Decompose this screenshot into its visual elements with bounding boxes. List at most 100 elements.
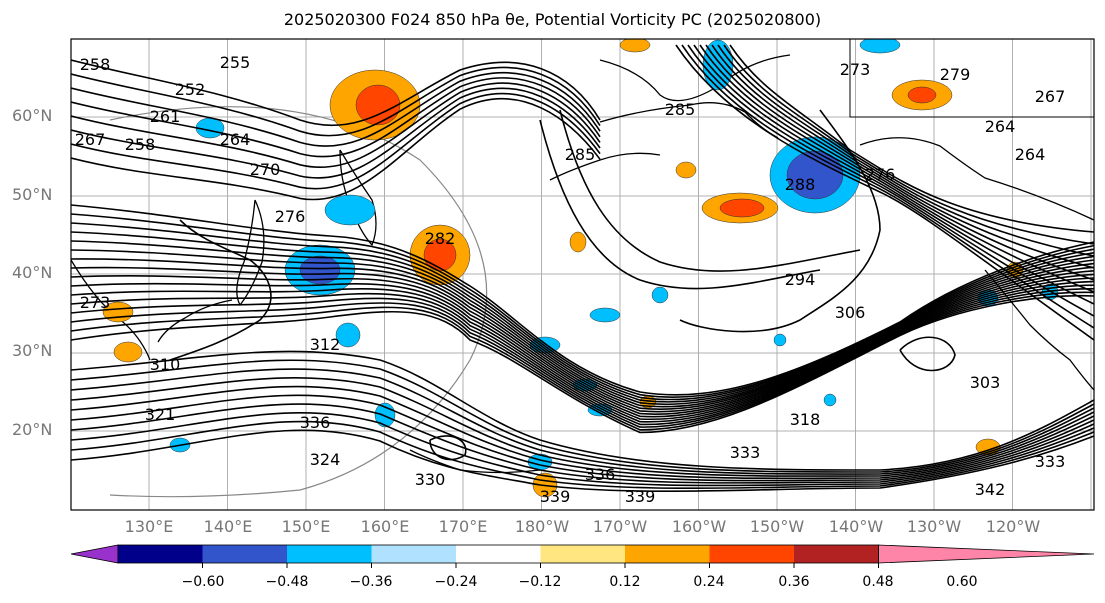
theta-e-contour bbox=[71, 385, 1094, 480]
theta-e-contour bbox=[71, 59, 601, 127]
contour-label: 270 bbox=[250, 160, 281, 179]
theta-e-contour bbox=[71, 204, 1094, 396]
theta-e-contour bbox=[679, 109, 881, 333]
lon-label-180w: 180°W bbox=[514, 517, 570, 536]
contour-label: 303 bbox=[970, 373, 1001, 392]
colorbar-tick-label: −0.24 bbox=[434, 574, 478, 590]
contour-label: 258 bbox=[125, 135, 156, 154]
coastline bbox=[599, 54, 791, 102]
theta-e-contour bbox=[71, 266, 1094, 413]
contour-label: 273 bbox=[80, 293, 111, 312]
theta-e-contour bbox=[71, 249, 1094, 408]
theta-e-contour bbox=[71, 82, 601, 169]
colorbar-tick-label: 0.48 bbox=[862, 574, 894, 590]
lon-label-150w: 150°W bbox=[749, 517, 805, 536]
lon-label-170w: 170°W bbox=[592, 517, 648, 536]
theta-e-contour bbox=[71, 284, 1094, 426]
theta-e-contour bbox=[71, 291, 1094, 431]
colorbar-tick-label: −0.36 bbox=[349, 574, 393, 590]
theta-e-contour bbox=[71, 231, 1094, 403]
colorbar-extend-high bbox=[878, 544, 1095, 564]
theta-e-contour bbox=[693, 44, 1094, 305]
theta-e-contour bbox=[71, 368, 1094, 475]
colorbar-segment bbox=[540, 545, 625, 563]
colorbar-segment bbox=[371, 545, 456, 563]
lat-label-50n: 50°N bbox=[12, 185, 53, 204]
contour-label: 312 bbox=[310, 335, 341, 354]
colorbar-segment bbox=[202, 545, 287, 563]
theta-e-contour bbox=[71, 213, 1094, 398]
lon-label-140w: 140°W bbox=[828, 517, 884, 536]
graticule bbox=[71, 39, 1094, 510]
pv-anomaly bbox=[569, 231, 587, 253]
theta-e-contour bbox=[71, 403, 1094, 484]
coastline bbox=[599, 102, 779, 139]
lon-label-170e: 170°E bbox=[438, 517, 488, 536]
theta-e-contours bbox=[71, 44, 1094, 493]
pv-anomaly bbox=[823, 393, 837, 407]
theta-e-contour bbox=[539, 119, 821, 290]
contour-label: 273 bbox=[840, 60, 871, 79]
contour-label: 294 bbox=[785, 270, 816, 289]
lat-label-60n: 60°N bbox=[12, 106, 53, 125]
contour-label: 339 bbox=[625, 487, 656, 506]
theta-e-contour bbox=[71, 222, 1094, 401]
theta-e-contour bbox=[71, 270, 1094, 415]
lat-label-20n: 20°N bbox=[12, 420, 53, 439]
theta-e-contour bbox=[559, 109, 861, 272]
colorbar-extend-low bbox=[70, 544, 119, 564]
colorbar-tick-label: −0.12 bbox=[518, 574, 562, 590]
theta-e-contour bbox=[717, 44, 1094, 257]
theta-e-contour bbox=[169, 219, 272, 361]
contour-label: 264 bbox=[1015, 145, 1046, 164]
contour-label: 282 bbox=[425, 229, 456, 248]
pv-anomaly bbox=[335, 322, 361, 348]
theta-e-contour bbox=[71, 394, 1094, 482]
pv-anomaly bbox=[675, 161, 697, 179]
pv-anomaly bbox=[324, 194, 376, 226]
theta-e-contour bbox=[71, 240, 1094, 406]
contour-label: 339 bbox=[540, 487, 571, 506]
contour-label: 261 bbox=[150, 107, 181, 126]
contour-label: 324 bbox=[310, 450, 341, 469]
contour-label: 276 bbox=[275, 207, 306, 226]
theta-e-contour bbox=[71, 376, 1094, 477]
lon-label-130w: 130°W bbox=[906, 517, 962, 536]
theta-e-contour bbox=[729, 44, 1094, 233]
map-plot-area: 258 255 252 261 258 264 267 270 276 282 285 288 285 2… bbox=[71, 39, 1094, 510]
contour-label: 255 bbox=[220, 53, 251, 72]
contour-label: 333 bbox=[1035, 452, 1066, 471]
theta-e-contour bbox=[71, 280, 1094, 423]
coastline bbox=[984, 269, 1094, 391]
theta-e-contour bbox=[71, 429, 1094, 493]
theta-e-contour bbox=[71, 87, 601, 179]
theta-e-contour bbox=[71, 92, 601, 190]
contour-label: 342 bbox=[975, 480, 1006, 499]
colorbar-tick-label: 0.24 bbox=[693, 574, 725, 590]
contour-label: 264 bbox=[985, 117, 1016, 136]
theta-e-contour bbox=[71, 411, 1094, 487]
theta-e-contour bbox=[71, 294, 1094, 434]
contour-label: 330 bbox=[415, 470, 446, 489]
theta-e-contour bbox=[71, 273, 1094, 418]
pv-anomaly bbox=[907, 86, 937, 104]
colorbar-tick-label: 0.36 bbox=[778, 574, 810, 590]
contour-label: 285 bbox=[565, 145, 596, 164]
contour-label: 258 bbox=[80, 55, 111, 74]
contour-labels: 258 255 252 261 258 264 267 270 276 282 285 288 285 2… bbox=[75, 53, 1066, 506]
coastline bbox=[859, 137, 1094, 221]
colorbar-tick-label: 0.60 bbox=[946, 574, 978, 590]
pv-anomaly bbox=[619, 39, 651, 53]
theta-e-contour bbox=[71, 350, 1094, 471]
theta-e-contour bbox=[71, 66, 601, 137]
contour-label: 336 bbox=[300, 413, 331, 432]
pv-anomaly bbox=[719, 198, 765, 218]
colorbar-segment bbox=[709, 545, 794, 563]
contour-label: 306 bbox=[835, 303, 866, 322]
theta-e-contour bbox=[699, 44, 1094, 293]
theta-e-contour bbox=[71, 72, 601, 147]
inset-box bbox=[849, 39, 1094, 118]
pv-anomaly bbox=[859, 39, 901, 54]
theta-e-contour bbox=[681, 44, 1094, 329]
